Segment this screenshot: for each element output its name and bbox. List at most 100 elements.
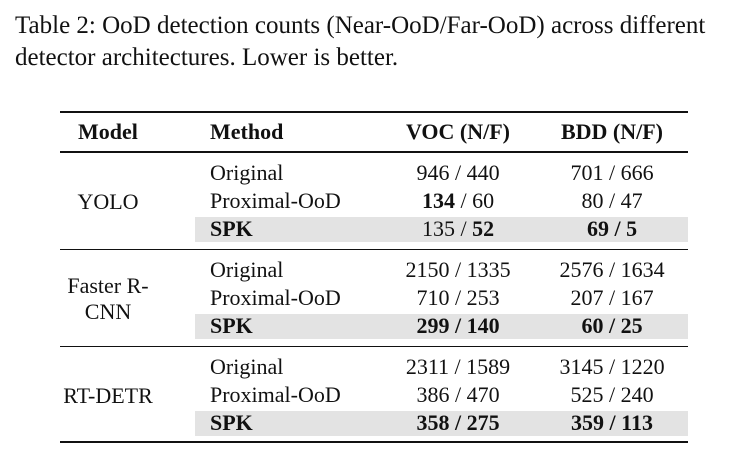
text: 240 — [620, 382, 654, 407]
text: YOLO — [77, 189, 139, 214]
method: SPK — [210, 216, 253, 242]
text: 386 — [416, 382, 450, 407]
text: / — [603, 382, 621, 407]
value-cell: 3145 / 1220 — [512, 354, 712, 380]
text: 1335 — [466, 257, 511, 282]
value-cell: 701 / 666 — [512, 160, 712, 186]
text: 80 — [581, 188, 604, 213]
text: Method — [210, 119, 284, 144]
value-cell: 358 / 275 — [358, 410, 558, 436]
text: 710 — [416, 285, 450, 310]
method: Original — [210, 354, 283, 380]
text: Model — [78, 119, 138, 144]
text: Faster R-CNN — [67, 273, 149, 324]
rule — [60, 151, 688, 153]
text: 134 — [421, 188, 455, 213]
model-cell: Faster R-CNN — [58, 257, 158, 341]
method: Proximal-OoD — [210, 285, 341, 311]
text: / — [449, 354, 467, 379]
text: 25 — [620, 313, 643, 338]
column-header: Method — [210, 119, 283, 145]
value-cell: 135 / 52 — [358, 216, 558, 242]
text: Proximal-OoD — [210, 382, 341, 407]
text: 5 — [626, 216, 638, 241]
text: 701 — [570, 160, 604, 185]
value-cell: 80 / 47 — [512, 188, 712, 214]
text: 525 — [570, 382, 604, 407]
text: / — [603, 313, 621, 338]
text: / — [449, 313, 467, 338]
text: / — [603, 354, 621, 379]
row-highlight — [195, 217, 688, 242]
method: Proximal-OoD — [210, 188, 341, 214]
text: 113 — [621, 410, 653, 435]
text: 3145 — [559, 354, 604, 379]
text: 1634 — [620, 257, 665, 282]
text: 1589 — [466, 354, 511, 379]
text: SPK — [210, 410, 253, 435]
text: 358 — [416, 410, 450, 435]
rule — [60, 111, 688, 113]
value-cell: 525 / 240 — [512, 382, 712, 408]
text: / — [603, 285, 621, 310]
value-cell: 2576 / 1634 — [512, 257, 712, 283]
caption: Table 2: OoD detection counts (Near-OoD/… — [15, 12, 706, 71]
value-cell: 299 / 140 — [358, 313, 558, 339]
value-cell: 69 / 5 — [512, 216, 712, 242]
text: / — [449, 160, 467, 185]
text: 470 — [466, 382, 500, 407]
text: / — [603, 160, 621, 185]
value-cell: 2150 / 1335 — [358, 257, 558, 283]
text: 2576 — [559, 257, 604, 282]
text: / — [608, 216, 627, 241]
text: 946 — [416, 160, 450, 185]
text: BDD (N/F) — [560, 119, 664, 144]
text: / — [449, 410, 467, 435]
column-header: BDD (N/F) — [512, 119, 712, 145]
text: VOC (N/F) — [405, 119, 511, 144]
text: 666 — [620, 160, 654, 185]
text: 359 — [571, 410, 605, 435]
text: SPK — [210, 313, 253, 338]
text: 2311 — [405, 354, 450, 379]
text: 140 — [466, 313, 500, 338]
text: RT-DETR — [63, 383, 153, 408]
method: Original — [210, 160, 283, 186]
value-cell: 207 / 167 — [512, 285, 712, 311]
text: / — [449, 257, 467, 282]
text: / — [449, 285, 467, 310]
text: Original — [210, 354, 284, 379]
text: 440 — [466, 160, 500, 185]
text: 253 — [466, 285, 500, 310]
method: SPK — [210, 410, 253, 436]
text: Proximal-OoD — [210, 285, 341, 310]
row-highlight — [195, 411, 688, 436]
text: / — [604, 410, 622, 435]
text: / — [449, 382, 467, 407]
text: / — [603, 257, 621, 282]
value-cell: 710 / 253 — [358, 285, 558, 311]
text: 275 — [466, 410, 500, 435]
text: 60 — [472, 188, 495, 213]
text: 69 — [586, 216, 609, 241]
text: 2150 — [405, 257, 450, 282]
method: Original — [210, 257, 283, 283]
text: / — [454, 188, 473, 213]
text: / — [454, 216, 473, 241]
rule — [60, 346, 688, 347]
value-cell: 134 / 60 — [358, 188, 558, 214]
rule — [60, 441, 688, 443]
value-cell: 2311 / 1589 — [358, 354, 558, 380]
value-cell: 60 / 25 — [512, 313, 712, 339]
value-cell: 359 / 113 — [512, 410, 712, 436]
text: / — [603, 188, 621, 213]
text: 52 — [472, 216, 495, 241]
model-cell: YOLO — [58, 160, 158, 244]
text: 1220 — [620, 354, 665, 379]
text: Proximal-OoD — [210, 188, 341, 213]
text: SPK — [210, 216, 253, 241]
value-cell: 946 / 440 — [358, 160, 558, 186]
text: 60 — [581, 313, 604, 338]
model-cell: RT-DETR — [58, 354, 158, 438]
